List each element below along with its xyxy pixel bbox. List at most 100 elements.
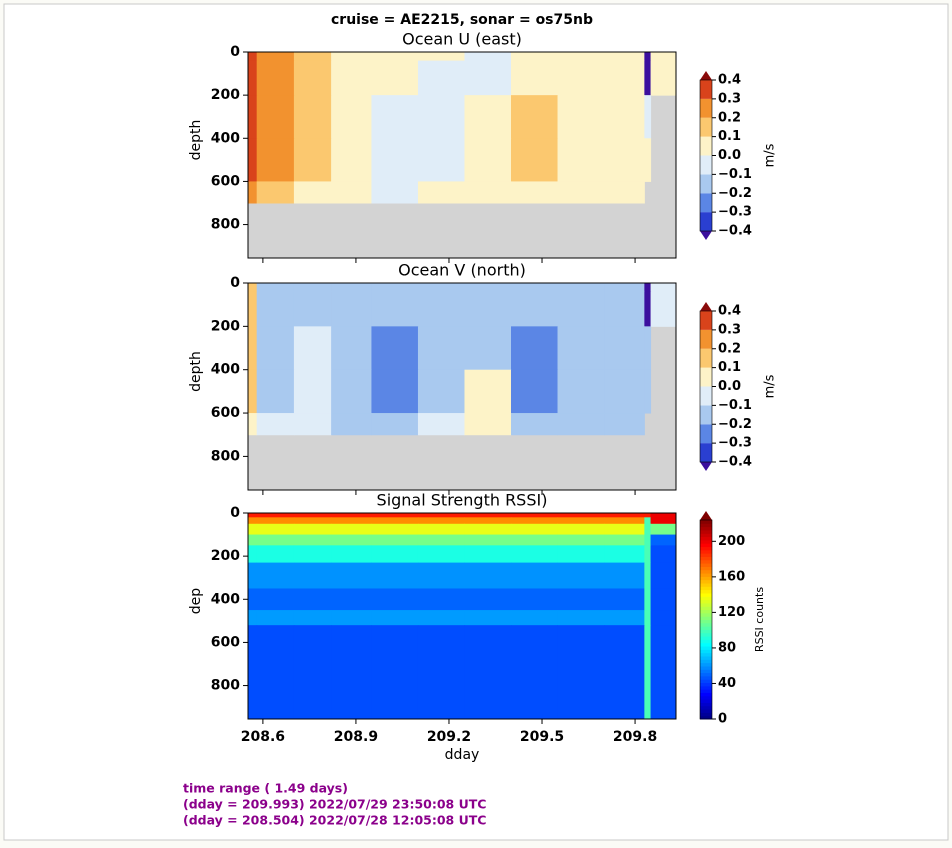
- heatmap-cell: [557, 534, 605, 546]
- heatmap-cell: [557, 95, 605, 139]
- heatmap-cell: [464, 95, 512, 139]
- heatmap-cell: [417, 326, 465, 371]
- heatmap-cell: [557, 369, 605, 414]
- heatmap-cell: [256, 52, 295, 62]
- heatmap-cell: [650, 625, 677, 720]
- heatmap-cell: [371, 138, 419, 182]
- colorbar-tick-label: −0.3: [718, 205, 752, 220]
- heatmap-cell: [511, 52, 559, 62]
- heatmap-cell: [604, 534, 645, 546]
- heatmap-cell: [256, 545, 295, 564]
- heatmap-cell: [644, 588, 652, 611]
- heatmap-cell: [371, 60, 419, 96]
- heatmap-cell: [464, 413, 512, 436]
- heatmap-cell: [256, 413, 295, 436]
- colorbar-segment: [700, 622, 712, 627]
- heatmap-cell: [293, 138, 332, 182]
- heatmap-cell: [293, 52, 332, 62]
- colorbar-segment: [700, 543, 712, 548]
- heatmap-cell: [557, 523, 605, 536]
- colorbar-segment: [700, 386, 712, 406]
- colorbar-tick-label: −0.4: [718, 224, 752, 239]
- y-tick-label: 400: [211, 130, 240, 146]
- heatmap-cell: [417, 369, 465, 414]
- colorbar-segment: [700, 579, 712, 584]
- colorbar-segment: [700, 520, 712, 524]
- x-tick-label: 208.6: [241, 729, 285, 745]
- plot-frame: [247, 51, 677, 259]
- colorbar-label: m/s: [763, 374, 778, 398]
- colorbar-segment: [700, 709, 712, 713]
- heatmap-cell: [644, 60, 652, 96]
- heatmap-cell: [331, 369, 372, 414]
- heatmap-cell: [604, 562, 645, 589]
- y-tick-label: 800: [211, 217, 240, 233]
- colorbar-tick-label: 0.3: [718, 91, 741, 106]
- colorbar-segment: [700, 533, 712, 538]
- colorbar-segment: [700, 685, 712, 690]
- colorbar-segment: [700, 367, 712, 387]
- heatmap-cell: [604, 545, 645, 564]
- colorbar-segment: [700, 539, 712, 544]
- colorbar-tick-label: 160: [718, 569, 745, 584]
- colorbar-tick-label: 0.3: [718, 322, 741, 337]
- colorbar-extension: [700, 302, 712, 311]
- heatmap-cell: [371, 523, 419, 536]
- heatmap-cell: [604, 52, 645, 62]
- colorbar-segment: [700, 609, 712, 614]
- y-tick-label: 600: [211, 173, 240, 189]
- colorbar-segment: [700, 526, 712, 531]
- heatmap-cell: [557, 326, 605, 371]
- heatmap-cell: [417, 291, 465, 327]
- heatmap-cell: [464, 60, 512, 96]
- colorbar-segment: [700, 649, 712, 654]
- colorbar-tick-label: 0.4: [718, 304, 741, 319]
- footer-line: (dday = 208.504) 2022/07/28 12:05:08 UTC: [183, 813, 486, 828]
- heatmap-cell: [464, 181, 512, 204]
- colorbar-segment: [700, 311, 712, 330]
- colorbar-segment: [700, 563, 712, 567]
- colorbar-tick-label: 40: [718, 676, 736, 691]
- y-tick-label: 0: [230, 505, 240, 521]
- heatmap-cell: [417, 588, 465, 611]
- heatmap-cell: [557, 291, 605, 327]
- heatmap-cell: [557, 517, 605, 525]
- panel-title: Signal Strength RSSI): [377, 491, 548, 510]
- colorbar-segment: [700, 626, 712, 630]
- colorbar-segment: [700, 632, 712, 637]
- colorbar-segment: [700, 612, 712, 617]
- panel-title: Ocean U (east): [402, 30, 522, 49]
- colorbar-extension: [700, 231, 712, 240]
- heatmap-cell: [248, 545, 258, 564]
- heatmap-cell: [331, 60, 372, 96]
- heatmap-cell: [464, 562, 512, 589]
- heatmap-cell: [464, 326, 512, 371]
- heatmap-cell: [256, 291, 295, 327]
- heatmap-cell: [464, 588, 512, 611]
- colorbar-tick-label: 0.4: [718, 73, 741, 88]
- colorbar-tick-label: 200: [718, 534, 745, 549]
- heatmap-cell: [604, 517, 645, 525]
- heatmap-cell: [644, 610, 652, 626]
- colorbar-tick-label: −0.3: [718, 436, 752, 451]
- heatmap-cell: [417, 181, 465, 204]
- colorbar-segment: [700, 646, 712, 650]
- colorbar-segment: [700, 652, 712, 657]
- heatmap-cell: [248, 562, 258, 589]
- heatmap-cell: [256, 513, 295, 518]
- heatmap-cell: [557, 283, 605, 293]
- heatmap-cell: [248, 138, 258, 182]
- heatmap-cell: [293, 588, 332, 611]
- heatmap-cell: [293, 534, 332, 546]
- heatmap-cell: [604, 291, 645, 327]
- heatmap-cell: [650, 534, 677, 546]
- colorbar-segment: [700, 566, 712, 571]
- heatmap-cell: [331, 413, 372, 436]
- heatmap-cell: [256, 95, 295, 139]
- heatmap-cell: [248, 517, 258, 525]
- heatmap-cell: [511, 523, 559, 536]
- heatmap-cell: [604, 610, 645, 626]
- heatmap-cell: [650, 283, 677, 293]
- heatmap-cell: [331, 545, 372, 564]
- colorbar-segment: [700, 529, 712, 534]
